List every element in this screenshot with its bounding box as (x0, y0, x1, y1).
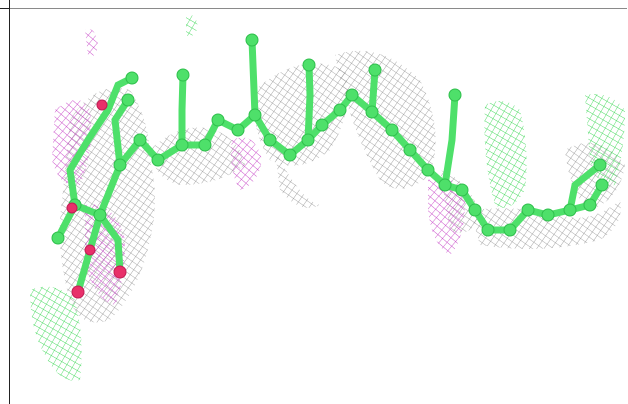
left-frame-line (9, 0, 10, 404)
magenta-density-mesh (52, 29, 465, 305)
corner-tick (0, 8, 10, 9)
top-frame-line (9, 8, 627, 9)
oxygen-atoms (66, 99, 127, 299)
carbon-atoms (51, 33, 609, 245)
grey-density-mesh (59, 50, 625, 323)
